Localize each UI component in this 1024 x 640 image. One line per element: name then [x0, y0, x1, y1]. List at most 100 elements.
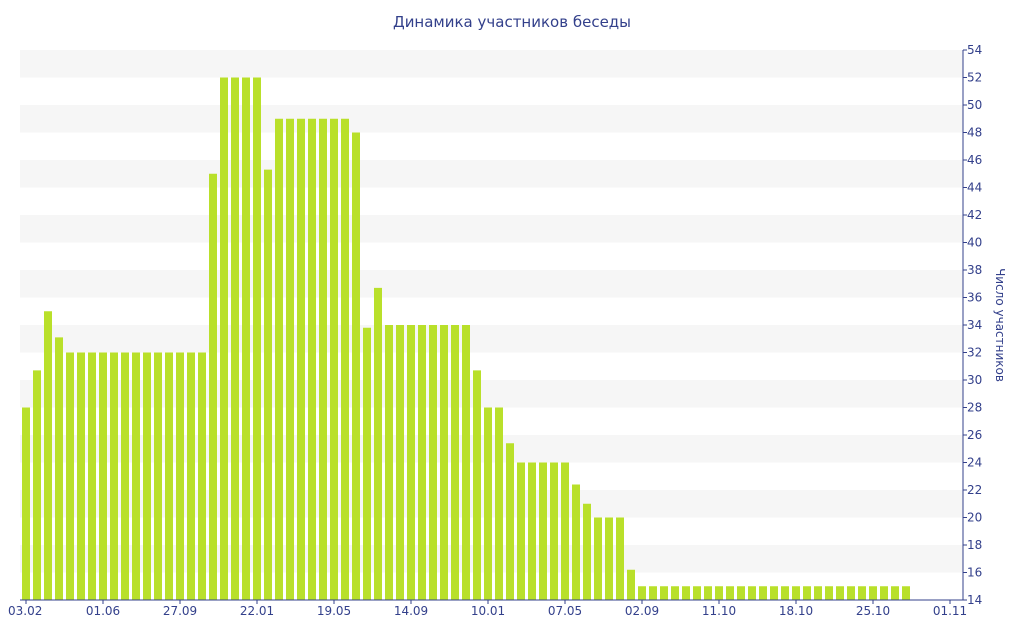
- y-tick-label: 34: [967, 318, 982, 332]
- grid-band: [20, 270, 963, 298]
- bars-group: [22, 77, 910, 600]
- bar: [693, 586, 701, 600]
- y-tick-label: 54: [967, 43, 982, 57]
- y-tick-label: 52: [967, 71, 982, 85]
- bar: [781, 586, 789, 600]
- chart-title: Динамика участников беседы: [392, 13, 632, 31]
- y-axis-label: Число участников: [993, 268, 1007, 382]
- x-tick-label: 07.05: [548, 604, 582, 618]
- bar: [418, 325, 426, 600]
- y-tick-label: 44: [967, 181, 982, 195]
- grid-band: [20, 50, 963, 78]
- bar: [297, 118, 305, 600]
- bar: [649, 586, 657, 600]
- y-tick-label: 16: [967, 566, 982, 580]
- x-tick-label: 19.05: [317, 604, 351, 618]
- bar: [132, 352, 140, 600]
- grid-band: [20, 160, 963, 188]
- x-tick-label: 02.09: [625, 604, 659, 618]
- bar: [572, 484, 580, 600]
- bar: [704, 586, 712, 600]
- bar: [165, 352, 173, 600]
- bar: [847, 586, 855, 600]
- bar: [319, 118, 327, 600]
- bar: [385, 325, 393, 600]
- x-tick-label: 14.09: [394, 604, 428, 618]
- bar: [462, 325, 470, 600]
- bar: [121, 352, 129, 600]
- bar: [220, 77, 228, 600]
- bar: [33, 370, 41, 600]
- bar: [715, 586, 723, 600]
- bar: [594, 517, 602, 600]
- y-tick-label: 24: [967, 456, 982, 470]
- bar: [363, 327, 371, 600]
- x-tick-label: 01.11: [933, 604, 967, 618]
- bar: [814, 586, 822, 600]
- bar: [264, 169, 272, 600]
- bar: [836, 586, 844, 600]
- bar: [792, 586, 800, 600]
- x-tick-label: 01.06: [86, 604, 120, 618]
- bar: [517, 462, 525, 600]
- bar: [253, 77, 261, 600]
- y-tick-label: 48: [967, 126, 982, 140]
- bar: [484, 407, 492, 600]
- bar: [187, 352, 195, 600]
- bar: [341, 118, 349, 600]
- bar: [330, 118, 338, 600]
- bar: [231, 77, 239, 600]
- y-tick-label: 30: [967, 373, 982, 387]
- bar: [44, 311, 52, 600]
- y-tick-label: 42: [967, 208, 982, 222]
- bar: [55, 337, 63, 600]
- bar: [407, 325, 415, 600]
- bar: [308, 118, 316, 600]
- bar: [770, 586, 778, 600]
- bar: [660, 586, 668, 600]
- y-tick-label: 36: [967, 291, 982, 305]
- bar: [352, 132, 360, 600]
- x-tick-label: 27.09: [163, 604, 197, 618]
- bar: [605, 517, 613, 600]
- grid-band: [20, 325, 963, 353]
- bar: [495, 407, 503, 600]
- bar: [803, 586, 811, 600]
- bar: [22, 407, 30, 600]
- x-tick-label: 22.01: [240, 604, 274, 618]
- bar: [110, 352, 118, 600]
- y-tick-label: 32: [967, 346, 982, 360]
- bar: [451, 325, 459, 600]
- y-tick-label: 20: [967, 511, 982, 525]
- bar: [726, 586, 734, 600]
- bar: [506, 443, 514, 600]
- x-tick-label: 03.02: [8, 604, 42, 618]
- bar: [66, 352, 74, 600]
- bar: [99, 352, 107, 600]
- bar: [748, 586, 756, 600]
- bar: [286, 118, 294, 600]
- grid-band: [20, 105, 963, 133]
- bar: [242, 77, 250, 600]
- bar: [638, 586, 646, 600]
- x-tick-label: 11.10: [702, 604, 736, 618]
- bar: [891, 586, 899, 600]
- y-tick-label: 22: [967, 483, 982, 497]
- bar: [154, 352, 162, 600]
- bar: [902, 586, 910, 600]
- y-tick-label: 14: [967, 593, 982, 607]
- bar: [429, 325, 437, 600]
- bar: [858, 586, 866, 600]
- bar: [473, 370, 481, 600]
- bar: [759, 586, 767, 600]
- bar: [737, 586, 745, 600]
- bar: [440, 325, 448, 600]
- bar: [550, 462, 558, 600]
- y-tick-label: 40: [967, 236, 982, 250]
- y-tick-label: 50: [967, 98, 982, 112]
- bar: [143, 352, 151, 600]
- y-tick-label: 28: [967, 401, 982, 415]
- y-tick-label: 26: [967, 428, 982, 442]
- bar: [671, 586, 679, 600]
